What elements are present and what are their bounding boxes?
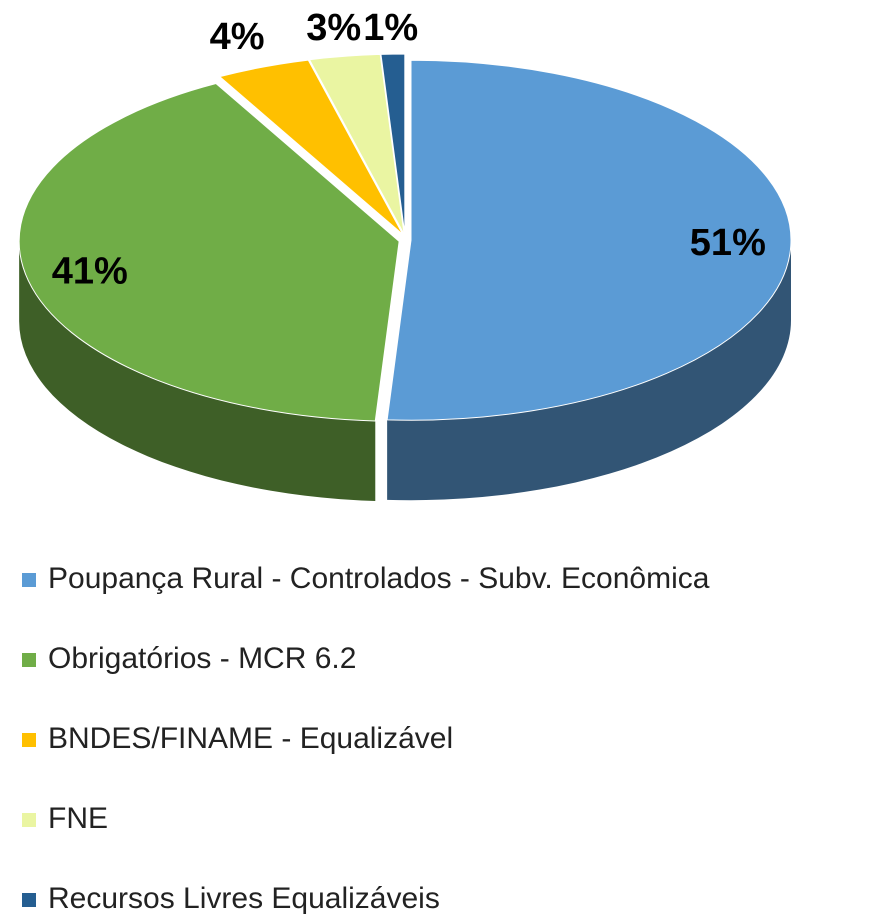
slice-side <box>387 240 791 501</box>
legend-label: FNE <box>48 802 108 835</box>
slice <box>308 53 405 235</box>
data-label: 3% <box>306 7 361 49</box>
slice <box>380 53 406 235</box>
legend-label: Recursos Livres Equalizáveis <box>48 882 440 915</box>
legend-marker <box>22 653 36 667</box>
data-label: 41% <box>52 250 128 292</box>
data-label: 4% <box>210 16 265 58</box>
legend-marker <box>22 893 36 907</box>
legend-label: BNDES/FINAME - Equalizável <box>48 722 453 755</box>
data-label: 1% <box>363 7 418 49</box>
legend-label: Obrigatórios - MCR 6.2 <box>48 642 356 675</box>
slice-side <box>19 241 376 501</box>
legend-label: Poupança Rural - Controlados - Subv. Eco… <box>48 562 710 595</box>
legend-marker <box>22 813 36 827</box>
legend-marker <box>22 733 36 747</box>
slice <box>386 59 792 421</box>
slice <box>18 83 400 422</box>
data-label: 51% <box>690 222 766 264</box>
slice <box>218 59 404 235</box>
legend-marker <box>22 573 36 587</box>
